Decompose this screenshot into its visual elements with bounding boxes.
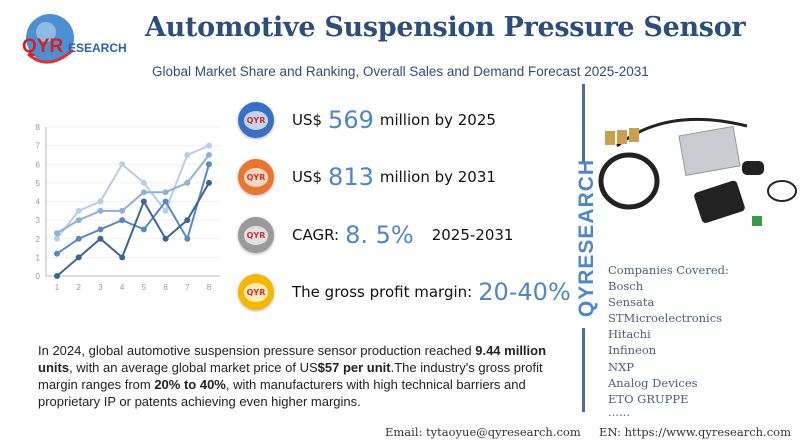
y-tick-label: 0	[36, 272, 41, 281]
divider	[582, 84, 585, 162]
svg-text:ESEARCH: ESEARCH	[68, 41, 127, 55]
qyr-badge-icon: QYR	[238, 217, 274, 253]
stat-suffix: million by 2025	[379, 111, 496, 129]
stat-cagr: QYR CAGR: 8. 5% 2025-2031	[238, 217, 513, 253]
data-point	[75, 235, 82, 242]
stat-2031: QYR US$ 813 million by 2031	[238, 159, 496, 195]
svg-text:QYR: QYR	[22, 36, 63, 57]
stat-2025: QYR US$ 569 million by 2025	[238, 102, 496, 138]
data-point	[54, 273, 60, 279]
y-tick-label: 3	[36, 216, 41, 225]
company-item: NXP	[608, 359, 634, 374]
company-item: STMicroelectronics	[608, 311, 723, 326]
data-point	[119, 161, 126, 168]
data-point	[75, 254, 82, 261]
data-point	[162, 235, 169, 242]
data-point	[206, 151, 212, 158]
company-item: ......	[608, 404, 630, 419]
data-point	[97, 226, 104, 233]
x-tick-label: 7	[185, 283, 190, 292]
stat-suffix: million by 2031	[379, 168, 496, 186]
data-point	[119, 254, 126, 261]
series-line	[56, 163, 210, 255]
data-point	[54, 230, 60, 237]
x-tick-label: 5	[142, 283, 147, 292]
footer-email[interactable]: Email: tytaoyue@qyresearch.com	[385, 425, 581, 439]
data-point	[184, 235, 191, 242]
data-point	[119, 207, 126, 214]
qyr-badge-icon: QYR	[238, 159, 274, 195]
x-tick-label: 1	[55, 283, 60, 292]
data-point	[162, 198, 169, 205]
page-subtitle: Global Market Share and Ranking, Overall…	[152, 64, 649, 79]
qyr-badge-icon: QYR	[238, 274, 274, 310]
company-item: Infineon	[608, 343, 657, 358]
stat-value: 8. 5%	[345, 221, 414, 249]
data-point	[206, 179, 212, 186]
series-line	[56, 144, 210, 240]
y-tick-label: 7	[36, 142, 41, 151]
stat-prefix: US$	[292, 168, 323, 186]
stat-prefix: US$	[292, 111, 323, 129]
x-tick-label: 3	[98, 283, 103, 292]
company-item: Sensata	[608, 295, 655, 310]
stat-prefix: The gross profit margin:	[292, 283, 473, 301]
stat-suffix: 2025-2031	[431, 226, 514, 244]
y-tick-label: 8	[36, 123, 41, 132]
x-tick-label: 4	[120, 283, 125, 292]
x-tick-label: 2	[76, 283, 81, 292]
data-point	[97, 235, 104, 242]
stat-value: 813	[328, 163, 374, 191]
x-tick-label: 6	[163, 283, 168, 292]
data-point	[97, 198, 104, 205]
data-point	[140, 189, 147, 196]
qyr-badge-icon: QYR	[238, 102, 274, 138]
company-item: Hitachi	[608, 327, 651, 342]
stat-value: 569	[328, 106, 374, 134]
data-point	[140, 179, 147, 186]
series-line	[56, 154, 210, 235]
y-tick-label: 2	[36, 235, 41, 244]
data-point	[184, 179, 191, 186]
y-tick-label: 5	[36, 179, 41, 188]
qyresearch-logo: QYR ESEARCH	[18, 10, 143, 70]
y-tick-label: 4	[36, 198, 41, 207]
data-point	[206, 161, 212, 168]
x-tick-label: 8	[207, 283, 212, 292]
data-point	[75, 207, 82, 214]
y-tick-label: 6	[36, 160, 41, 169]
stat-margin: QYR The gross profit margin: 20-40%	[238, 274, 577, 310]
companies-list: Companies Covered: Bosch Sensata STMicro…	[608, 262, 729, 419]
data-point	[184, 217, 191, 224]
data-point	[162, 189, 169, 196]
data-point	[54, 250, 60, 257]
data-point	[140, 226, 147, 233]
footer-website[interactable]: EN: https://www.qyresearch.com	[599, 425, 791, 439]
series-line	[56, 182, 210, 277]
data-point	[140, 198, 147, 205]
product-image	[597, 106, 797, 231]
divider	[582, 328, 585, 412]
footer: Email: tytaoyue@qyresearch.com EN: https…	[385, 425, 791, 439]
page-title: Automotive Suspension Pressure Sensor	[145, 12, 746, 43]
data-point	[97, 207, 104, 214]
company-item: Bosch	[608, 279, 644, 294]
data-point	[184, 151, 191, 158]
data-point	[162, 207, 169, 214]
stat-prefix: CAGR:	[292, 226, 340, 244]
data-point	[206, 142, 212, 149]
side-brand: QYRESEARCH	[575, 158, 598, 318]
summary-paragraph: In 2024, global automotive suspension pr…	[38, 343, 547, 409]
companies-heading: Companies Covered:	[608, 263, 729, 277]
data-point	[54, 235, 60, 242]
line-chart: 0 1 2 3 4 5 6 7 8 1 2 3 4 5 6 7 8	[36, 123, 220, 292]
data-point	[75, 217, 82, 224]
company-item: Analog Devices	[608, 375, 698, 390]
data-point	[119, 217, 126, 224]
y-tick-label: 1	[36, 253, 41, 262]
stat-value: 20-40%	[478, 278, 571, 306]
company-item: ETO GRUPPE	[608, 391, 689, 406]
